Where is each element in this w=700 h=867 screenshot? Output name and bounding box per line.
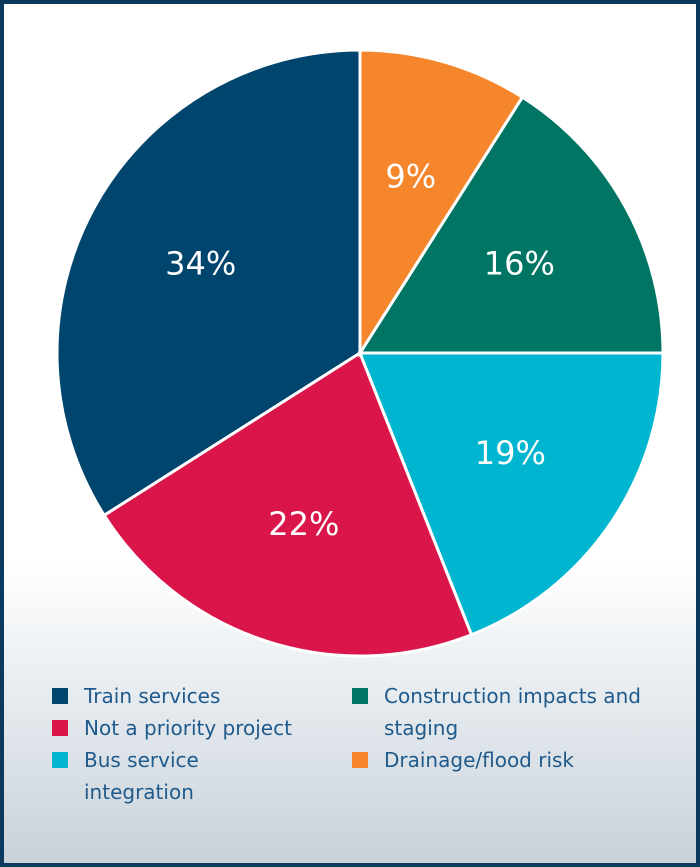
pie-chart: 34% 22% 19% 16% 9% <box>55 48 665 658</box>
legend-label: Not a priority project <box>84 716 292 740</box>
slice-label: 19% <box>475 434 546 472</box>
slice-label: 22% <box>268 505 339 543</box>
legend-swatch <box>52 752 68 768</box>
legend-label: Bus service integration <box>84 748 199 804</box>
slice-label: 9% <box>385 157 436 195</box>
slice-label: 16% <box>484 244 555 282</box>
legend-label: Train services <box>84 684 221 708</box>
legend-item: Train services <box>52 680 282 712</box>
pie-slice <box>357 351 665 637</box>
legend: Train services Not a priority project Bus … <box>52 680 672 810</box>
legend-item: Bus service integration <box>52 744 252 808</box>
legend-item: Drainage/flood risk <box>352 744 672 776</box>
pie-slice <box>102 350 474 658</box>
legend-swatch <box>52 720 68 736</box>
slice-label: 34% <box>165 244 236 282</box>
pie-slice <box>358 48 525 359</box>
legend-swatch <box>352 688 368 704</box>
pie-slice <box>55 48 362 518</box>
legend-swatch <box>52 688 68 704</box>
legend-swatch <box>352 752 368 768</box>
legend-item: Construction impacts and staging <box>352 680 672 744</box>
legend-item: Not a priority project <box>52 712 302 744</box>
legend-label: Drainage/flood risk <box>384 748 575 772</box>
legend-label: Construction impacts and staging <box>384 684 641 740</box>
pie-slice <box>357 95 665 355</box>
